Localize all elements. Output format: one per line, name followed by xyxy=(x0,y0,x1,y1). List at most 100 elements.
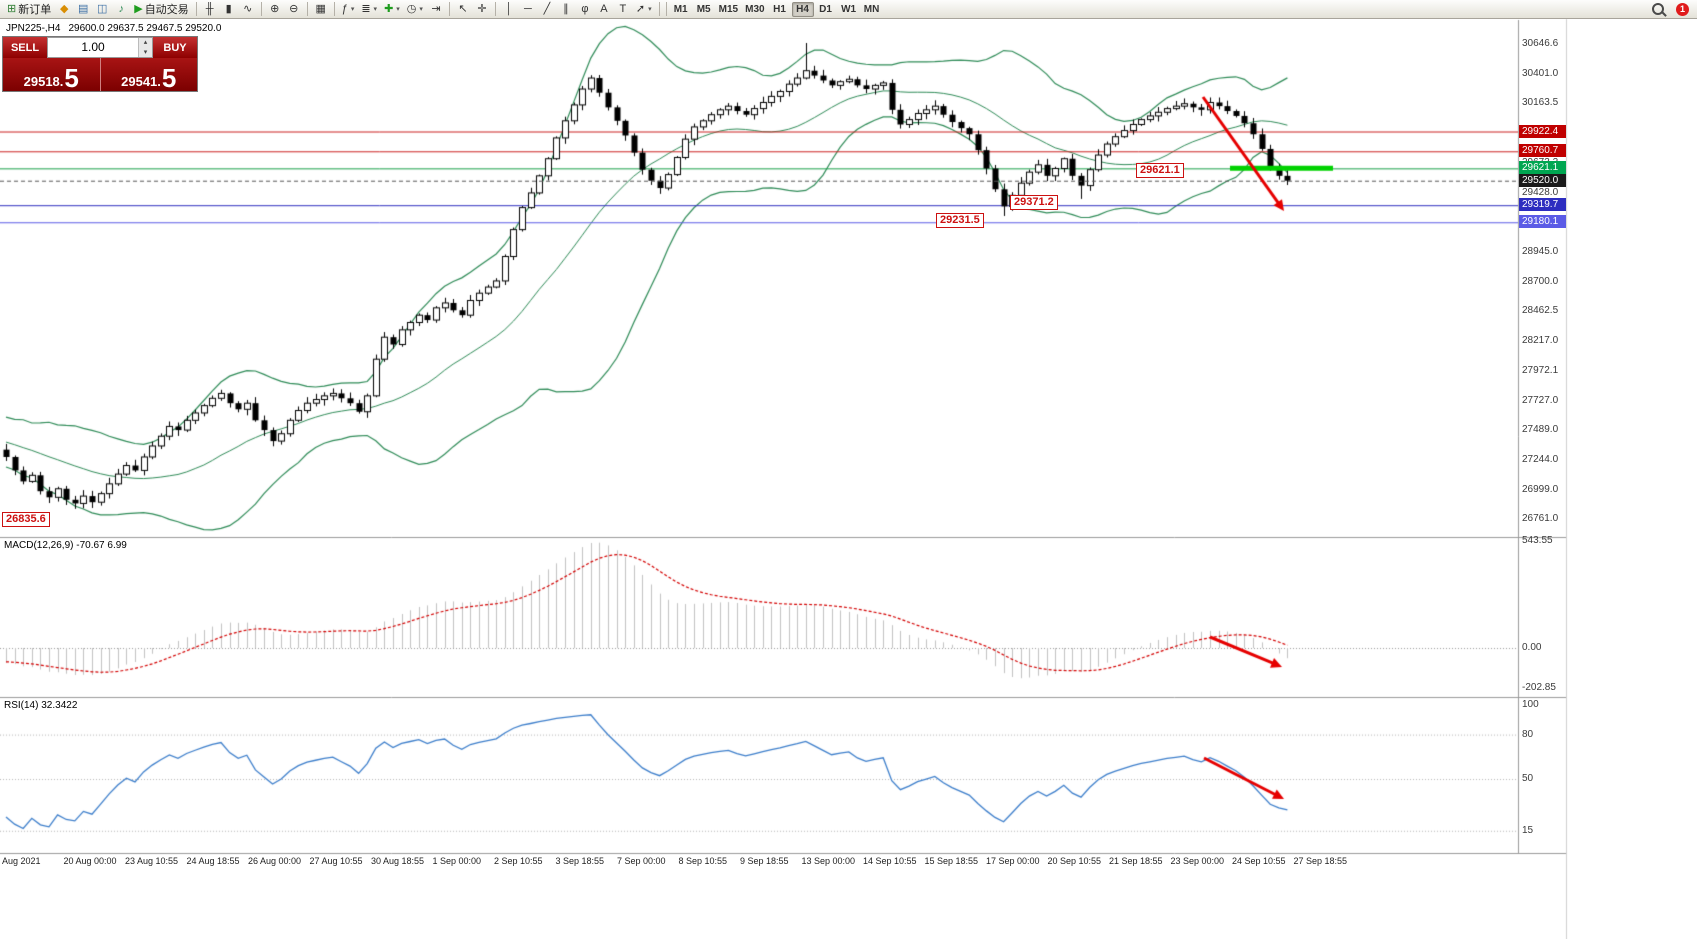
crosshair-button[interactable]: ✛ xyxy=(473,1,491,17)
toolbar-buttons-group: ⊞ 新订单 ◆ ▤ ◫ ♪ ▶ 自动交易 ╫ ▮ ∿ ⊕ ⊖ ▦ ƒ ▾ ≣ ▾ ✚ ▾ ◷ ▾ ⇥ ↖ ✛ │ ─ ╱ ∥ φ A T ➚ ▾ xyxy=(4,1,663,17)
fibonacci-button[interactable]: φ xyxy=(576,1,594,17)
indicators-icon: ƒ xyxy=(341,3,348,15)
search-button[interactable] xyxy=(1646,0,1670,18)
toolbar-right-group: 1 xyxy=(1646,0,1693,18)
one-click-trading-panel: SELL 1.00 ▴ ▾ BUY 29518. 5 29541. 5 xyxy=(2,36,198,92)
chevron-down-icon: ▾ xyxy=(419,6,423,13)
new-order-button[interactable]: ⊞ 新订单 xyxy=(4,1,54,17)
zoom-in-button[interactable]: ⊕ xyxy=(266,1,284,17)
add-object-button[interactable]: ✚ ▾ xyxy=(381,1,403,17)
text-button[interactable]: A xyxy=(595,1,613,17)
cursor-button[interactable]: ↖ xyxy=(454,1,472,17)
chart-shift-icon: ⇥ xyxy=(431,3,441,15)
print-button[interactable]: ▤ xyxy=(74,1,92,17)
trendline-icon: ╱ xyxy=(543,3,551,15)
price-annotation[interactable]: 26835.6 xyxy=(2,512,50,527)
crosshair-icon: ✛ xyxy=(477,3,487,15)
timeframe-button-h4[interactable]: H4 xyxy=(791,1,814,17)
timeframe-button-m1[interactable]: M1 xyxy=(670,2,692,17)
new-order-icon: ⊞ xyxy=(7,3,17,15)
indicator-list-icon: ≣ xyxy=(361,3,371,15)
buy-price-main: 29541. xyxy=(121,74,161,89)
tile-windows-icon: ▦ xyxy=(315,3,326,15)
volume-stepper[interactable]: 1.00 ▴ ▾ xyxy=(47,37,153,58)
toolbar-separator xyxy=(665,2,667,16)
channel-button[interactable]: ∥ xyxy=(557,1,575,17)
search-icon xyxy=(1652,3,1664,15)
candlestick-type-icon: ▮ xyxy=(225,3,232,15)
bar-chart-type-icon: ╫ xyxy=(205,3,214,15)
label-button[interactable]: T xyxy=(614,1,632,17)
sell-price-big-digit: 5 xyxy=(64,63,79,93)
candlestick-type-button[interactable]: ▮ xyxy=(220,1,238,17)
toolbar-separator xyxy=(306,2,308,16)
buy-button[interactable]: BUY xyxy=(153,37,197,58)
channel-icon: ∥ xyxy=(563,3,569,15)
sound-button[interactable]: ♪ xyxy=(112,1,130,17)
timeframe-button-h1[interactable]: H1 xyxy=(769,2,791,17)
timeframe-button-m5[interactable]: M5 xyxy=(693,2,715,17)
sound-icon: ♪ xyxy=(118,3,124,15)
price-annotation[interactable]: 29621.1 xyxy=(1136,163,1184,178)
chevron-down-icon: ▾ xyxy=(396,6,400,13)
chevron-down-icon: ▾ xyxy=(648,6,652,13)
price-annotation[interactable]: 29231.5 xyxy=(936,213,984,228)
add-object-icon: ✚ xyxy=(384,3,394,15)
shapes-icon: ➚ xyxy=(635,3,646,15)
sell-button[interactable]: SELL xyxy=(3,37,47,58)
volume-value[interactable]: 1.00 xyxy=(81,40,105,54)
data-window-icon: ◫ xyxy=(97,3,108,15)
autotrade-button-label: 自动交易 xyxy=(144,4,189,16)
cursor-icon: ↖ xyxy=(458,3,468,15)
zoom-in-icon: ⊕ xyxy=(270,3,280,15)
data-window-button[interactable]: ◫ xyxy=(93,1,111,17)
autotrade-icon: ▶ xyxy=(134,3,143,15)
toolbar-separator xyxy=(195,2,197,16)
timeframe-button-m30[interactable]: M30 xyxy=(742,2,767,17)
timeframe-button-w1[interactable]: W1 xyxy=(838,2,860,17)
shapes-button[interactable]: ➚ ▾ xyxy=(633,1,655,17)
fibonacci-icon: φ xyxy=(581,3,589,15)
chevron-down-icon: ▾ xyxy=(350,6,355,13)
sell-price[interactable]: 29518. 5 xyxy=(3,58,101,91)
zoom-out-button[interactable]: ⊖ xyxy=(285,1,303,17)
period-icon: ◷ xyxy=(406,3,417,15)
buy-price[interactable]: 29541. 5 xyxy=(101,58,198,91)
autotrade-button[interactable]: ▶ 自动交易 xyxy=(131,1,191,17)
volume-down-button[interactable]: ▾ xyxy=(143,48,148,56)
timeframe-button-mn[interactable]: MN xyxy=(861,2,883,17)
print-icon: ▤ xyxy=(78,3,89,15)
volume-up-button[interactable]: ▴ xyxy=(143,39,148,46)
period-button[interactable]: ◷ ▾ xyxy=(404,1,426,17)
label-icon: T xyxy=(619,3,627,15)
toolbar-separator xyxy=(494,2,496,16)
toolbar-separator xyxy=(448,2,450,16)
zoom-out-icon: ⊖ xyxy=(289,3,299,15)
toolbar-separator xyxy=(658,2,660,16)
chart-profile-icon: ◆ xyxy=(59,3,69,15)
buy-price-big-digit: 5 xyxy=(161,63,177,93)
price-annotation[interactable]: 29371.2 xyxy=(1010,195,1058,210)
chart-profile-button[interactable]: ◆ xyxy=(55,1,73,17)
vertical-line-icon: │ xyxy=(505,3,513,15)
timeframe-button-m15[interactable]: M15 xyxy=(716,2,741,17)
tile-windows-button[interactable]: ▦ xyxy=(312,1,330,17)
chart-shift-button[interactable]: ⇥ xyxy=(427,1,445,17)
timeframe-button-d1[interactable]: D1 xyxy=(815,2,837,17)
sell-price-main: 29518. xyxy=(23,74,64,89)
toolbar-separator xyxy=(333,2,335,16)
toolbar: ⊞ 新订单 ◆ ▤ ◫ ♪ ▶ 自动交易 ╫ ▮ ∿ ⊕ ⊖ ▦ ƒ ▾ ≣ ▾ ✚ ▾ ◷ ▾ ⇥ ↖ ✛ │ ─ ╱ ∥ φ A T ➚ ▾ … xyxy=(0,0,1697,19)
notification-badge[interactable]: 1 xyxy=(1676,2,1689,16)
indicators-button[interactable]: ƒ ▾ xyxy=(339,1,358,17)
timeframe-group: M1 M5 M15 M30 H1 H4 D1 W1 MN xyxy=(670,1,883,17)
vertical-line-button[interactable]: │ xyxy=(500,1,518,17)
bar-chart-type-button[interactable]: ╫ xyxy=(201,1,219,17)
indicator-list-button[interactable]: ≣ ▾ xyxy=(358,1,380,17)
trendline-button[interactable]: ╱ xyxy=(538,1,556,17)
horizontal-line-button[interactable]: ─ xyxy=(519,1,537,17)
line-chart-type-icon: ∿ xyxy=(243,3,253,15)
line-chart-type-button[interactable]: ∿ xyxy=(239,1,257,17)
horizontal-line-icon: ─ xyxy=(524,3,532,15)
